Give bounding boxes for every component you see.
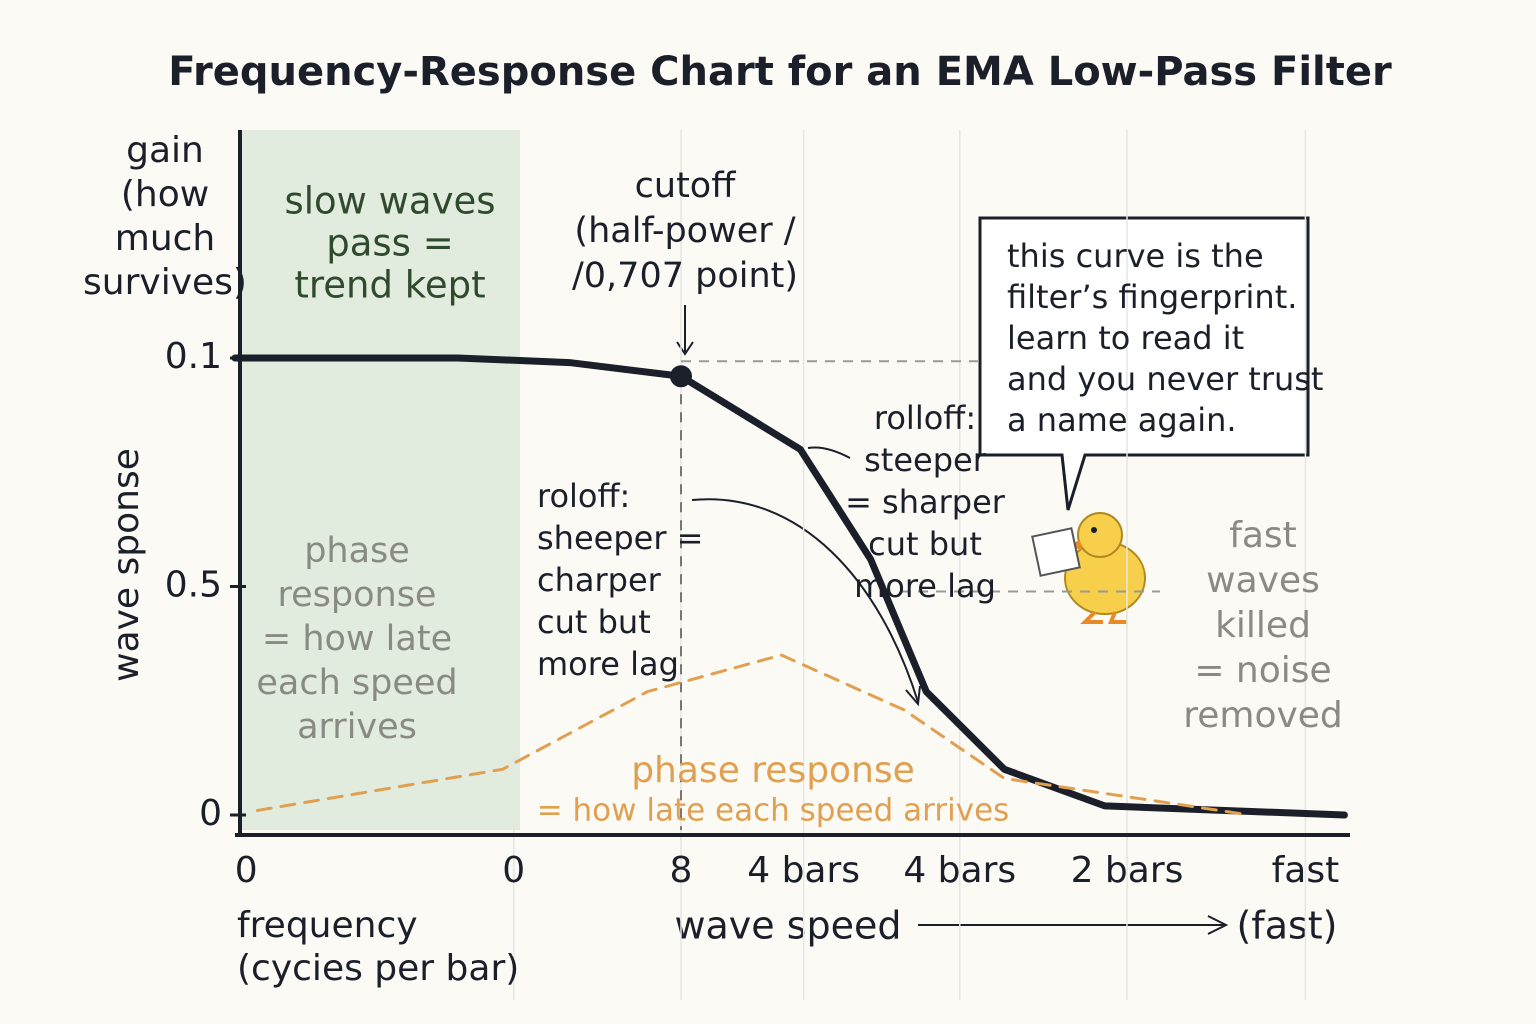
annotation: cut but: [868, 525, 982, 563]
cutoff-point: [670, 365, 692, 388]
annotation: cut but: [537, 603, 651, 641]
y-label: gain: [126, 130, 204, 171]
annotation: steeper: [864, 441, 987, 479]
cutoff-arrow-head: [676, 341, 694, 356]
y-label: (how: [121, 174, 209, 215]
annotation: rolloff:: [874, 399, 976, 437]
x-axis-end: (fast): [1236, 904, 1337, 948]
x-tick-label: 4 bars: [747, 850, 860, 891]
phase-line: [255, 653, 1252, 817]
y-label: survives): [83, 262, 247, 303]
annotation: more lag: [854, 567, 996, 605]
annotation: slow waves: [284, 180, 495, 223]
annotation: killed: [1215, 605, 1311, 646]
annotation: each speed: [256, 663, 457, 703]
arrow-head: [1207, 915, 1229, 935]
x-tick-label: fast: [1272, 850, 1340, 891]
x-label: (cycies per bar): [237, 948, 519, 989]
y-tick-label: 0.5: [165, 565, 222, 606]
speech-bubble: [978, 216, 1310, 511]
x-tick-label: 8: [670, 850, 693, 891]
annotation: learn to read it: [1007, 319, 1244, 357]
gain-line: [231, 354, 1348, 819]
y-tick-label: 0: [199, 793, 222, 834]
y-label: much: [115, 218, 216, 259]
x-label: frequency: [237, 905, 418, 946]
annotation-arrow: [807, 446, 851, 459]
annotation: removed: [1183, 695, 1343, 736]
annotation: pass =: [326, 222, 453, 265]
chart-title: Frequency-Response Chart for an EMA Low-…: [168, 49, 1392, 95]
x-tick-label: 0: [235, 850, 258, 891]
annotation: arrives: [297, 707, 417, 747]
annotation: charper: [537, 561, 662, 599]
x-tick-label: 0: [502, 850, 525, 891]
annotation: phase: [304, 531, 410, 571]
annotation: waves: [1206, 560, 1320, 601]
x-tick-label: 4 bars: [903, 850, 1016, 891]
annotation: cutoff: [635, 166, 737, 206]
y-tick-label: 0.1: [165, 336, 222, 377]
annotation-arrow-head: [905, 685, 921, 707]
annotation: filter’s fingerprint.: [1007, 278, 1297, 316]
pass-band: [242, 130, 520, 830]
annotation: fast: [1229, 515, 1297, 556]
duck: [1031, 512, 1146, 624]
annotation: more lag: [537, 645, 679, 683]
annotation: = how late each speed arrives: [537, 793, 1010, 829]
annotation: this curve is the: [1007, 237, 1264, 275]
annotation: = sharper: [845, 483, 1006, 521]
x-axis-title: wave speed: [674, 904, 901, 948]
annotation: and you never trust: [1007, 360, 1323, 398]
annotation: a name again.: [1007, 401, 1237, 439]
annotation: (half-power /: [574, 211, 795, 251]
annotation: /0,707 point): [572, 256, 798, 296]
annotation: trend kept: [294, 264, 485, 307]
series-label: phase response: [631, 750, 915, 791]
annotation: response: [278, 575, 437, 615]
annotation: = noise: [1194, 650, 1331, 691]
annotation: roloff:: [537, 477, 630, 515]
x-tick-label: 2 bars: [1071, 850, 1184, 891]
y-axis-title: wave sponse: [106, 448, 147, 682]
annotation: sheeper =: [537, 519, 703, 557]
annotation-arrow: [691, 498, 919, 703]
annotation: = how late: [262, 619, 452, 659]
